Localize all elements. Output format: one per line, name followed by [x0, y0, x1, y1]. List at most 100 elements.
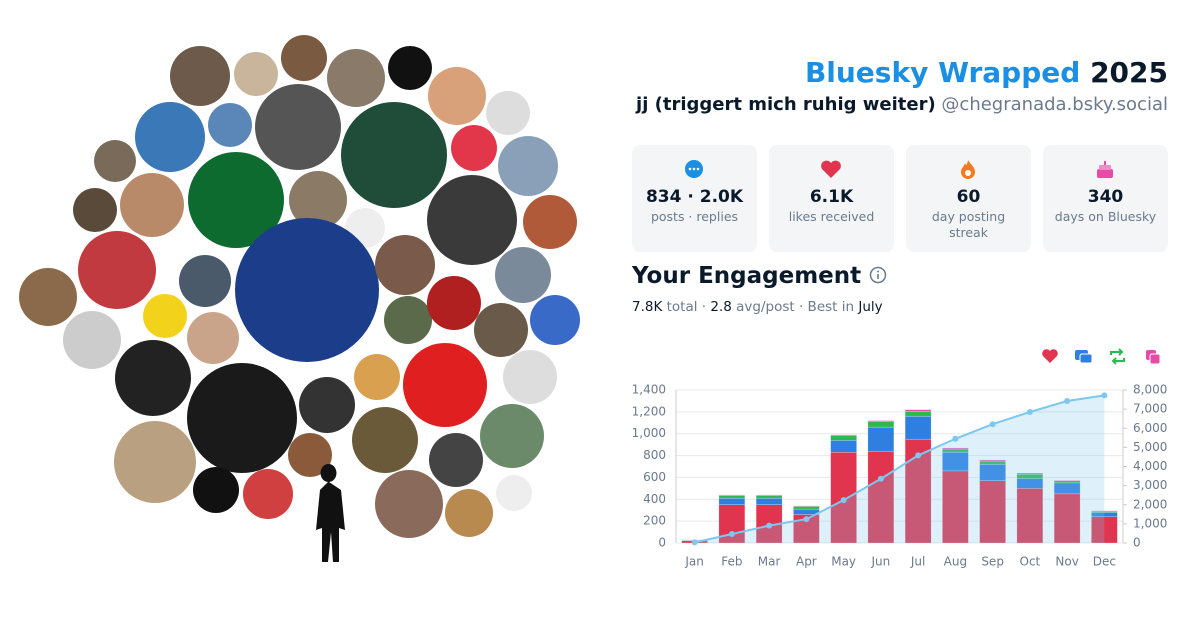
avatar [135, 102, 205, 172]
bar [1016, 488, 1044, 544]
avatar [281, 35, 327, 81]
avatar [498, 136, 558, 196]
avatar [427, 175, 517, 265]
x-tick-label: Jul [910, 555, 925, 569]
line-point [766, 522, 773, 529]
x-tick-label: Apr [796, 555, 817, 569]
line-point [1026, 408, 1033, 415]
bar [904, 409, 932, 412]
legend-likes[interactable] [1042, 349, 1058, 363]
avatar [352, 407, 418, 473]
bar [718, 495, 746, 499]
avatar [143, 294, 187, 338]
silhouette [316, 464, 345, 562]
stat-label: days on Bluesky [1054, 209, 1157, 224]
bar [718, 497, 746, 505]
avatar [327, 49, 385, 107]
avatar [427, 276, 481, 330]
avatar [73, 188, 117, 232]
avg: 2.8 [710, 299, 732, 315]
bar [793, 506, 820, 510]
avatar [388, 46, 432, 90]
x-tick-label: Jun [871, 555, 891, 569]
avatar [63, 311, 121, 369]
bar [830, 440, 857, 453]
y-tick-label: 200 [643, 514, 666, 528]
bar [867, 426, 895, 452]
avatar [496, 475, 532, 511]
area [694, 395, 1105, 543]
avatar [451, 125, 497, 171]
avatar [288, 433, 332, 477]
stat-label: posts · replies [650, 209, 739, 224]
avatar [403, 343, 487, 427]
bar [718, 494, 746, 496]
avatar [429, 433, 483, 487]
x-tick-label: Feb [721, 555, 742, 569]
legend-replies[interactable] [1075, 350, 1093, 364]
avatar [120, 173, 184, 237]
line-point [728, 531, 735, 538]
avatar [428, 67, 486, 125]
bar [867, 420, 895, 422]
y2-tick-label: 5,000 [1133, 440, 1167, 454]
y-tick-label: 1,000 [632, 426, 666, 440]
bar [755, 497, 783, 505]
legend-reposts[interactable] [1110, 348, 1125, 365]
avatar [235, 218, 379, 362]
info-icon[interactable] [869, 266, 887, 284]
stat-label: day posting streak [931, 209, 1006, 240]
avatar [170, 46, 230, 106]
line-point [915, 452, 922, 459]
engagement-summary: 7.8K total · 2.8 avg/post · Best in July [632, 299, 883, 315]
legend [1042, 348, 1161, 365]
y-tick-label: 400 [643, 492, 666, 506]
total: 7.8K [632, 299, 663, 315]
bar [1016, 472, 1044, 475]
stat-card: 60 day posting streak [906, 145, 1031, 252]
avatar [384, 296, 432, 344]
stat-value: 834 · 2.0K [645, 187, 744, 207]
year: 2025 [1090, 56, 1168, 89]
avatar [375, 235, 435, 295]
line-point [840, 497, 847, 504]
handle: @chegranada.bsky.social [941, 94, 1168, 115]
avatar [187, 363, 297, 473]
bar [830, 434, 857, 436]
bar [904, 415, 932, 440]
x-tick-label: Jan [684, 555, 704, 569]
y2-tick-label: 0 [1133, 536, 1141, 550]
stat-icon [1097, 161, 1113, 178]
avatar [299, 377, 355, 433]
y-tick-label: 600 [643, 470, 666, 484]
bar [867, 450, 895, 544]
stat-value: 60 [956, 187, 981, 207]
legend-quotes[interactable] [1146, 350, 1161, 365]
avatar [474, 303, 528, 357]
engagement-heading: Your Engagement [632, 263, 887, 289]
line-point [803, 516, 810, 523]
avatar [208, 103, 252, 147]
y2-tick-label: 6,000 [1133, 421, 1167, 435]
avatar [19, 268, 77, 326]
bar [1091, 510, 1118, 512]
title: Bluesky Wrapped 2025 [805, 56, 1168, 89]
y2-tick-label: 8,000 [1133, 383, 1167, 397]
x-tick-label: Sep [981, 555, 1004, 569]
avatar [375, 470, 443, 538]
avatar [255, 84, 341, 170]
stat-icon [961, 160, 975, 179]
avatar [486, 91, 530, 135]
y-tick-label: 1,400 [632, 383, 666, 397]
bar [755, 495, 783, 499]
line-point [877, 475, 884, 482]
stat-card: 6.1K likes received [769, 145, 894, 252]
y-tick-label: 1,200 [632, 404, 666, 418]
avatar [523, 195, 577, 249]
bar [942, 470, 969, 544]
bar [942, 447, 969, 450]
avatar [495, 247, 551, 303]
best: July [858, 299, 883, 315]
line-point [952, 435, 959, 442]
